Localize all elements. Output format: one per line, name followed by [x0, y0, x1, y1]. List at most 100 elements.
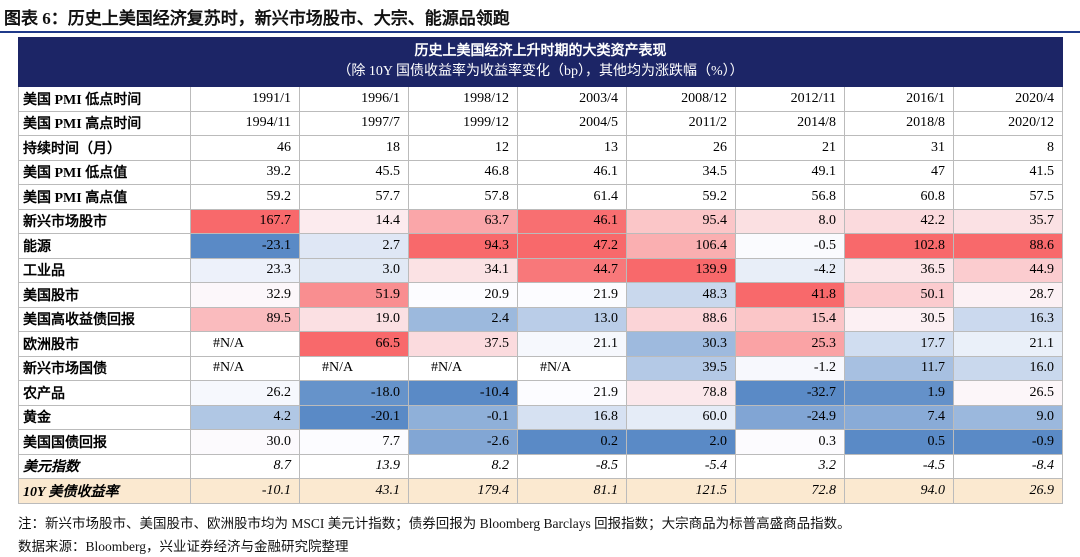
cell: 15.4	[735, 306, 845, 332]
cell: 25.3	[735, 331, 845, 357]
cell: 88.6	[953, 233, 1063, 259]
row-label: 农产品	[18, 380, 191, 406]
cell: 1991/1	[190, 86, 300, 112]
cell: -8.5	[517, 453, 627, 479]
cell: 39.5	[626, 355, 736, 381]
cell: 179.4	[408, 478, 518, 504]
row-label: 美国高收益债回报	[18, 306, 191, 332]
cell: 26	[626, 135, 736, 161]
header-line: （除 10Y 国债收益率为收益率变化（bp），其他均为涨跌幅（%））	[337, 64, 744, 79]
table-row: 持续时间（月） 46 18 12 13 26 21 31 8	[18, 135, 1063, 161]
row-label: 10Y 美债收益率	[18, 478, 191, 504]
cell: 106.4	[626, 233, 736, 259]
cell: 7.4	[844, 404, 954, 430]
cell: -10.4	[408, 380, 518, 406]
cell: 45.5	[299, 159, 409, 185]
cell: -0.9	[953, 429, 1063, 455]
table-row: 美国 PMI 低点值 39.2 45.5 46.8 46.1 34.5 49.1 47 41.5	[18, 159, 1063, 185]
cell: 18	[299, 135, 409, 161]
cell: 8	[953, 135, 1063, 161]
cell: 78.8	[626, 380, 736, 406]
cell: 32.9	[190, 282, 300, 308]
cell: 1999/12	[408, 110, 518, 136]
cell: -24.9	[735, 404, 845, 430]
cell: 1.9	[844, 380, 954, 406]
cell: 46.1	[517, 208, 627, 234]
cell: 2003/4	[517, 86, 627, 112]
cell: 16.8	[517, 404, 627, 430]
cell: 4.2	[190, 404, 300, 430]
cell: 60.8	[844, 184, 954, 210]
row-label: 美国国债回报	[18, 429, 191, 455]
cell: 94.3	[408, 233, 518, 259]
table-row: 美国 PMI 高点时间 1994/11 1997/7 1999/12 2004/5 201…	[18, 110, 1063, 136]
row-label: 美国 PMI 低点值	[18, 159, 191, 185]
cell: 21.9	[517, 282, 627, 308]
cell: 21.1	[953, 331, 1063, 357]
figure-title: 图表 6：历史上美国经济复苏时，新兴市场股市、大宗、能源品领跑	[4, 9, 510, 28]
cell: 1998/12	[408, 86, 518, 112]
cell: 28.7	[953, 282, 1063, 308]
cell: 43.1	[299, 478, 409, 504]
cell: 1994/11	[190, 110, 300, 136]
cell: 21.1	[517, 331, 627, 357]
cell: 57.5	[953, 184, 1063, 210]
cell: 47.2	[517, 233, 627, 259]
cell: 44.9	[953, 257, 1063, 283]
cell: 2018/8	[844, 110, 954, 136]
cell: 3.0	[299, 257, 409, 283]
cell: 30.5	[844, 306, 954, 332]
table-row: 农产品 26.2 -18.0 -10.4 21.9 78.8 -32.7 1.9 26.5	[18, 380, 1063, 406]
cell: 41.5	[953, 159, 1063, 185]
cell: -8.4	[953, 453, 1063, 479]
cell: 60.0	[626, 404, 736, 430]
cell: 13.9	[299, 453, 409, 479]
cell: 39.2	[190, 159, 300, 185]
cell: #N/A	[408, 355, 518, 381]
row-label: 持续时间（月）	[18, 135, 191, 161]
cell: 102.8	[844, 233, 954, 259]
cell: 41.8	[735, 282, 845, 308]
row-label: 新兴市场国债	[18, 355, 191, 381]
cell: 16.0	[953, 355, 1063, 381]
cell: 48.3	[626, 282, 736, 308]
row-label: 工业品	[18, 257, 191, 283]
cell: 1996/1	[299, 86, 409, 112]
cell: 50.1	[844, 282, 954, 308]
cell: 21	[735, 135, 845, 161]
cell: 2012/11	[735, 86, 845, 112]
cell: 0.2	[517, 429, 627, 455]
cell: 19.0	[299, 306, 409, 332]
cell: -20.1	[299, 404, 409, 430]
cell: 3.2	[735, 453, 845, 479]
cell: 2011/2	[626, 110, 736, 136]
row-label: 美国 PMI 高点时间	[18, 110, 191, 136]
cell: #N/A	[190, 355, 300, 381]
title-rule	[0, 31, 1080, 33]
cell: 46	[190, 135, 300, 161]
cell: 13.0	[517, 306, 627, 332]
cell: 2014/8	[735, 110, 845, 136]
cell: 57.8	[408, 184, 518, 210]
source: 数据来源：Bloomberg，兴业证券经济与金融研究院整理	[18, 539, 349, 554]
row-label: 新兴市场股市	[18, 208, 191, 234]
cell: 49.1	[735, 159, 845, 185]
cell: 17.7	[844, 331, 954, 357]
cell: 26.9	[953, 478, 1063, 504]
cell: 89.5	[190, 306, 300, 332]
row-label: 美元指数	[18, 453, 191, 479]
row-label: 美国 PMI 低点时间	[18, 86, 191, 112]
cell: -5.4	[626, 453, 736, 479]
cell: 2020/12	[953, 110, 1063, 136]
cell: 139.9	[626, 257, 736, 283]
cell: 63.7	[408, 208, 518, 234]
table-row: 美国 PMI 低点时间 1991/1 1996/1 1998/12 2003/4 2008…	[18, 86, 1063, 112]
table-row: 10Y 美债收益率 -10.1 43.1 179.4 81.1 121.5 72.8 94.0…	[18, 478, 1063, 504]
cell: #N/A	[190, 331, 300, 357]
row-label: 能源	[18, 233, 191, 259]
cell: 2008/12	[626, 86, 736, 112]
cell: 0.3	[735, 429, 845, 455]
cell: 61.4	[517, 184, 627, 210]
cell: -32.7	[735, 380, 845, 406]
